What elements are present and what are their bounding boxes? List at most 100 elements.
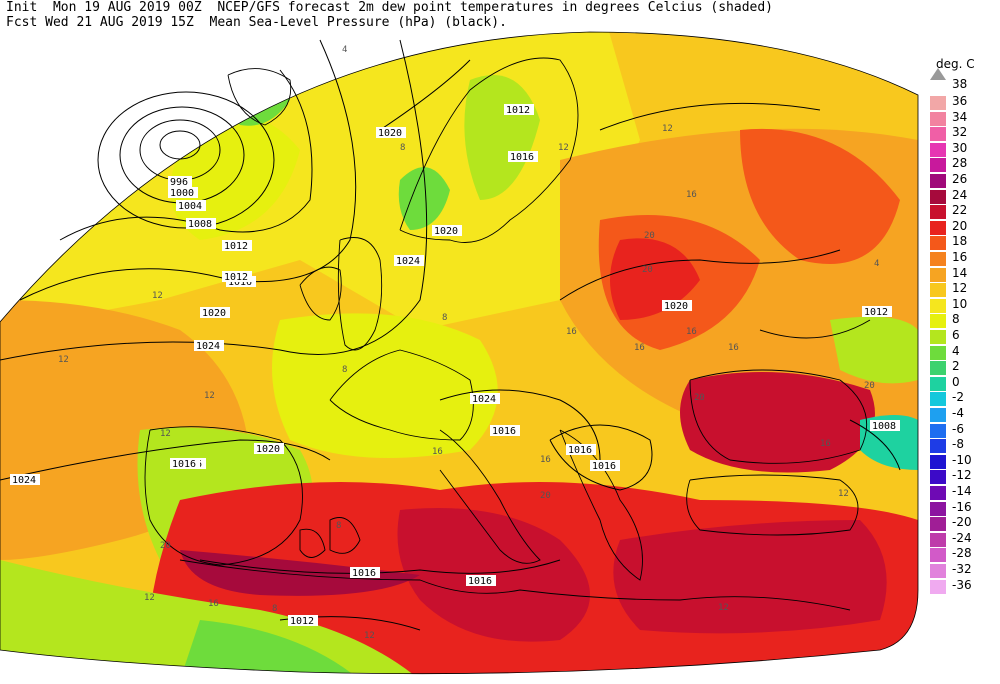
- legend-label: -28: [952, 546, 972, 561]
- legend-swatch: [930, 236, 946, 251]
- legend-label: 8: [952, 312, 960, 327]
- dewpoint-label: 8: [400, 143, 405, 153]
- isobar-label: 1024: [396, 256, 420, 267]
- dewpoint-label: 16: [208, 599, 219, 609]
- legend-swatch: [930, 298, 946, 313]
- dewpoint-label: 16: [820, 439, 831, 449]
- isobar-label: 1016: [492, 426, 516, 437]
- legend-label: 26: [952, 172, 968, 186]
- legend-label: -12: [952, 468, 972, 483]
- dewpoint-label: 12: [558, 143, 569, 153]
- isobar-label: 1016: [468, 576, 492, 587]
- legend-swatch: [930, 314, 946, 329]
- legend-swatch: [930, 96, 946, 110]
- legend-swatch: [930, 158, 946, 173]
- header-line-2: Fcst Wed 21 AUG 2019 15Z Mean Sea-Level …: [6, 15, 507, 30]
- isobar-label: 1020: [256, 444, 280, 455]
- isobar-label: 996: [170, 177, 188, 188]
- dewpoint-label: 16: [686, 190, 697, 200]
- dewpoint-label: 8: [336, 521, 341, 531]
- legend-swatch: [930, 470, 946, 485]
- isobar-label: 1020: [202, 308, 226, 319]
- dewpoint-label: 8: [442, 313, 447, 323]
- isobar-label: 1016: [352, 568, 376, 579]
- isobar-label: 1012: [506, 105, 530, 116]
- legend-label: 24: [952, 187, 968, 202]
- legend-unit: deg. C: [936, 57, 975, 71]
- legend-swatch: [930, 142, 946, 157]
- dewpoint-label: 16: [728, 343, 739, 353]
- legend-label: -32: [952, 562, 972, 576]
- dewpoint-label: 12: [152, 291, 163, 301]
- legend-top-label: 38: [952, 77, 968, 91]
- dewpoint-label: 16: [566, 327, 577, 337]
- isobar-label: 1016: [228, 277, 252, 288]
- dewpoint-label: 12: [58, 355, 69, 365]
- dewpoint-label: 16: [634, 343, 645, 353]
- legend-label: 16: [952, 250, 968, 264]
- dewpoint-label: 8: [272, 604, 277, 614]
- legend-swatch: [930, 205, 946, 220]
- dewpoint-label: 12: [204, 391, 215, 401]
- dewpoint-label: 12: [662, 124, 673, 134]
- legend-label: 6: [952, 328, 960, 342]
- chart-header: Init Mon 19 AUG 2019 00Z NCEP/GFS foreca…: [6, 0, 773, 30]
- legend-label: 20: [952, 218, 968, 233]
- dewpoint-labels: 4 8 12 12 16 16 20 20 16 16 12 8 12 8 12…: [58, 45, 879, 641]
- legend-label: 2: [952, 359, 960, 374]
- legend-label: 18: [952, 234, 968, 249]
- map-boundary: [0, 31, 919, 675]
- legend-label: -24: [952, 530, 972, 545]
- legend-swatch: [930, 548, 946, 563]
- legend-overflow-triangle: [930, 68, 946, 80]
- dewpoint-label: 20: [642, 265, 653, 275]
- dewpoint-label: 20: [160, 541, 171, 551]
- dewpoint-label: 4: [342, 45, 347, 55]
- dewpoint-label: 12: [838, 489, 849, 499]
- legend-label: 0: [952, 374, 960, 389]
- legend-label: 36: [952, 94, 968, 108]
- legend-label: 12: [952, 281, 968, 296]
- legend-label: 30: [952, 140, 968, 155]
- legend-label: -6: [952, 421, 964, 436]
- legend-swatch: [930, 564, 946, 578]
- legend-swatch: [930, 267, 946, 282]
- isobar-label: 1012: [864, 307, 888, 318]
- dewpoint-label: 12: [160, 429, 171, 439]
- isobars: [0, 39, 901, 631]
- legend-label: -2: [952, 390, 964, 405]
- legend-swatch: [930, 408, 946, 422]
- dewpoint-label: 12: [364, 631, 375, 641]
- dewpoint-label: 20: [864, 381, 875, 391]
- legend-swatch: [930, 579, 946, 594]
- legend-swatch: [930, 252, 946, 266]
- isobar-label: 1024: [12, 475, 36, 486]
- isobar-label: 1004: [178, 201, 202, 212]
- legend-label: -16: [952, 499, 972, 514]
- dewpoint-label: 20: [540, 491, 551, 501]
- legend-swatch: [930, 283, 946, 298]
- legend-swatch: [930, 501, 946, 516]
- isobar-label: 1024: [196, 341, 220, 352]
- legend-swatch: [930, 517, 946, 532]
- legend-label: -8: [952, 437, 964, 452]
- isobar-label: 1024: [472, 394, 496, 405]
- dewpoint-label: 12: [144, 593, 155, 603]
- isobar-label: 1008: [188, 219, 212, 230]
- legend-label: 22: [952, 203, 968, 218]
- legend-swatch: [930, 423, 946, 438]
- isobar-labels: 996 1000 1004 1008 1012 1016 1020 1024 1…: [10, 104, 900, 627]
- legend-label: 14: [952, 265, 968, 280]
- dewpoint-label: 20: [694, 393, 705, 403]
- legend-label: -14: [952, 484, 972, 498]
- legend-swatch: [930, 345, 946, 360]
- dewpoint-label: 16: [432, 447, 443, 457]
- legend-swatch: [930, 111, 946, 126]
- legend-swatch: [930, 330, 946, 344]
- legend-label: 4: [952, 343, 960, 358]
- legend-label: 10: [952, 296, 968, 311]
- legend-label: -36: [952, 577, 972, 592]
- legend-swatch: [930, 174, 946, 188]
- legend-swatch: [930, 454, 946, 469]
